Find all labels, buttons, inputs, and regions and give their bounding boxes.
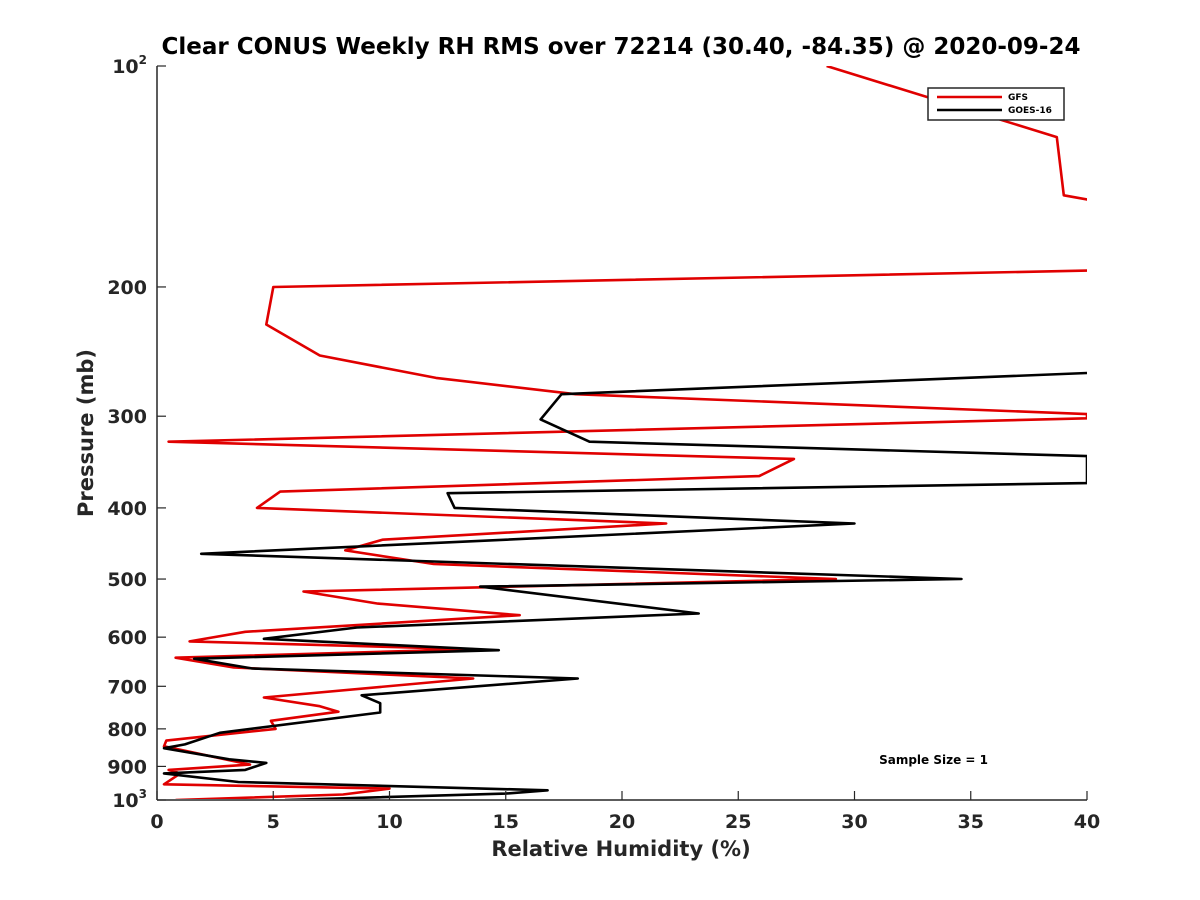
y-tick-label: 102 [112,53,147,78]
y-tick-label: 300 [107,406,147,428]
series-layer [162,66,1087,799]
y-tick-label: 600 [107,627,147,649]
annotations: Sample Size = 1 [879,753,988,767]
sample-size-annotation: Sample Size = 1 [879,753,988,767]
y-tick-label: 800 [107,719,147,741]
axes [156,66,1087,801]
y-tick-base: 400 [107,498,147,520]
y-tick-base: 600 [107,627,147,649]
y-tick-base: 700 [107,676,147,698]
x-tick-label: 30 [841,811,867,833]
x-tick-label: 25 [725,811,751,833]
y-tick-label: 200 [107,277,147,299]
x-ticks: 0 5 10 15 20 25 30 35 40 [150,791,1100,833]
y-tick-base: 500 [107,569,147,591]
y-tick-label: 700 [107,676,147,698]
chart-title: Clear CONUS Weekly RH RMS over 72214 (30… [162,34,1081,60]
y-axis-label: Pressure (mb) [74,349,98,517]
y-tick-label: 400 [107,498,147,520]
x-axis-label: Relative Humidity (%) [491,837,750,861]
x-tick-label: 35 [958,811,984,833]
legend: GFS GOES-16 [927,87,1065,121]
y-tick-exponent: 3 [139,787,147,801]
series-line-gfs [162,66,1087,799]
series-line-goes-16 [162,371,1087,799]
y-tick-base: 200 [107,277,147,299]
y-tick-label: 500 [107,569,147,591]
y-tick-base: 800 [107,719,147,741]
x-tick-label: 15 [493,811,519,833]
x-tick-label: 10 [376,811,402,833]
legend-label: GOES-16 [1008,106,1052,116]
y-tick-exponent: 2 [139,53,147,67]
y-tick-base: 900 [107,756,147,778]
y-tick-label: 900 [107,756,147,778]
x-tick-label: 0 [150,811,163,833]
y-tick-base: 10 [112,56,138,78]
y-tick-base: 300 [107,406,147,428]
legend-label: GFS [1008,93,1028,103]
y-tick-base: 10 [112,790,138,812]
legend-box [927,87,1065,121]
x-tick-label: 20 [609,811,635,833]
x-tick-label: 40 [1074,811,1100,833]
y-tick-label: 103 [112,787,147,812]
x-tick-label: 5 [267,811,280,833]
